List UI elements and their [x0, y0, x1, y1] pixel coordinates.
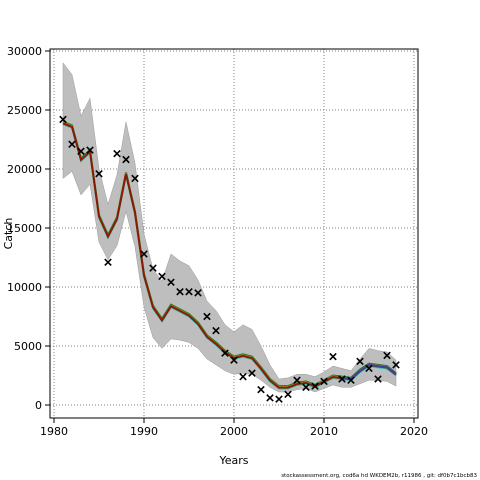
observed-point — [365, 364, 373, 373]
estimate-line-recent — [341, 363, 397, 381]
observed-point — [131, 174, 139, 183]
observed-point-stroke — [266, 394, 274, 402]
observed-point-stroke — [212, 326, 220, 335]
observed-point-stroke — [302, 383, 310, 392]
observed-point-stroke — [176, 287, 184, 296]
observed-point-stroke — [158, 272, 166, 281]
observed-point — [266, 394, 274, 402]
observed-point — [392, 361, 400, 369]
observed-point-stroke — [167, 278, 175, 287]
observed-point-stroke — [311, 382, 319, 390]
observed-point — [293, 376, 301, 384]
x-tick-label: 1980 — [40, 425, 68, 438]
observed-point-stroke — [68, 140, 76, 148]
y-tick-label: 10000 — [7, 281, 42, 294]
y-tick-label: 5000 — [14, 340, 42, 353]
x-tick-label: 2010 — [310, 425, 338, 438]
footer-credit: stockassessment.org, cod6a hd WKDEM2b, r… — [281, 473, 477, 479]
observed-point — [374, 375, 382, 383]
observed-point-stroke — [104, 258, 112, 266]
observed-point-stroke — [86, 146, 94, 154]
confidence-band-layer — [62, 62, 397, 393]
observed-point-stroke — [320, 377, 328, 386]
x-tick-label: 2000 — [220, 425, 248, 438]
observed-point — [230, 356, 238, 364]
observed-point — [68, 140, 76, 148]
observed-point — [59, 115, 67, 124]
y-tick-label: 15000 — [7, 222, 42, 235]
observed-point — [176, 287, 184, 296]
observed-point-stroke — [392, 361, 400, 369]
observed-point — [239, 372, 247, 381]
observed-point-stroke — [374, 375, 382, 383]
observed-point — [302, 383, 310, 392]
observed-point-stroke — [248, 369, 256, 377]
observed-markers-layer — [59, 115, 400, 403]
observed-point — [221, 349, 229, 357]
observed-point — [185, 287, 193, 296]
observed-point-stroke — [365, 364, 373, 373]
observed-point — [104, 258, 112, 266]
observed-point — [203, 312, 211, 321]
observed-point-stroke — [221, 349, 229, 357]
observed-point — [167, 278, 175, 287]
observed-point — [356, 357, 364, 366]
observed-point — [248, 369, 256, 377]
observed-point-stroke — [257, 385, 265, 394]
observed-point-stroke — [383, 351, 391, 360]
observed-point — [95, 169, 103, 178]
observed-point-stroke — [140, 250, 148, 258]
observed-point-stroke — [59, 115, 67, 124]
observed-point — [320, 377, 328, 386]
y-tick-label: 0 — [35, 399, 42, 412]
observed-point-stroke — [95, 169, 103, 178]
observed-point — [149, 264, 157, 272]
observed-point-stroke — [113, 149, 121, 158]
observed-point-stroke — [356, 357, 364, 366]
observed-point — [284, 390, 292, 399]
observed-point — [194, 289, 202, 297]
observed-point — [311, 382, 319, 390]
observed-point-stroke — [329, 352, 337, 361]
observed-point-stroke — [203, 312, 211, 321]
observed-point-stroke — [293, 376, 301, 384]
observed-point — [212, 326, 220, 335]
observed-point-stroke — [239, 372, 247, 381]
observed-point-stroke — [275, 395, 283, 403]
observed-point-stroke — [284, 390, 292, 399]
confidence-band — [62, 62, 397, 393]
observed-point — [140, 250, 148, 258]
observed-point — [77, 147, 85, 156]
observed-point — [86, 146, 94, 154]
observed-point — [338, 375, 346, 383]
observed-point-stroke — [194, 289, 202, 297]
observed-point-stroke — [149, 264, 157, 272]
x-axis-title: Years — [218, 454, 248, 467]
observed-point — [383, 351, 391, 360]
observed-point — [158, 272, 166, 281]
y-tick-label: 20000 — [7, 163, 42, 176]
y-tick-label: 25000 — [7, 104, 42, 117]
observed-point — [347, 376, 355, 384]
observed-point — [122, 155, 130, 164]
y-tick-label: 30000 — [7, 45, 42, 58]
observed-point — [113, 149, 121, 158]
observed-point-stroke — [185, 287, 193, 296]
observed-point-stroke — [77, 147, 85, 156]
observed-point — [329, 352, 337, 361]
observed-point-stroke — [347, 376, 355, 384]
observed-point-stroke — [338, 375, 346, 383]
axis-layer: 1980 1990 2000 2010 2020 0 5000 10000 15000 20000… — [7, 45, 428, 438]
observed-point-stroke — [131, 174, 139, 183]
observed-point-stroke — [230, 356, 238, 364]
x-tick-label: 1990 — [130, 425, 158, 438]
y-axis-title: Catch — [2, 218, 15, 250]
observed-point-stroke — [122, 155, 130, 164]
observed-point — [257, 385, 265, 394]
x-tick-label: 2020 — [400, 425, 428, 438]
observed-point — [275, 395, 283, 403]
